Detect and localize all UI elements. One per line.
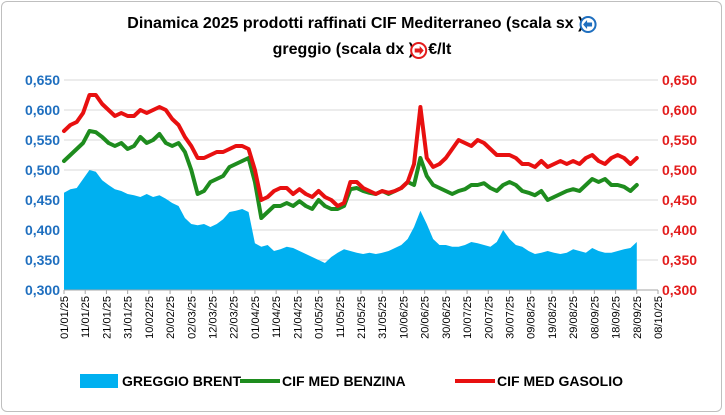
x-tick-label: 01/01/25	[59, 296, 71, 339]
x-tick-label: 12/03/25	[208, 296, 220, 339]
x-tick-label: 11/01/25	[80, 296, 92, 338]
legend-swatch	[80, 374, 118, 388]
series-area-greggio-brent	[64, 170, 637, 290]
brent-area-layer	[64, 170, 637, 290]
x-tick-label: 10/07/25	[462, 296, 474, 339]
x-tick-label: 20/07/25	[483, 296, 495, 339]
y-right-tick-label: 0,300	[662, 282, 697, 298]
x-tick-label: 08/10/25	[653, 296, 665, 339]
y-right-tick-label: 0,450	[662, 192, 697, 208]
x-tick-label: 31/05/25	[377, 296, 389, 339]
arrow-left-icon	[579, 16, 597, 33]
arrow-right-icon	[410, 42, 428, 59]
legend-label: CIF MED GASOLIO	[497, 373, 623, 389]
x-tick-label: 22/03/25	[229, 296, 241, 339]
legend: GREGGIO BRENT CIF MED BENZINA CIF MED GASO…	[80, 373, 623, 389]
y-left-tick-label: 0,450	[25, 192, 60, 208]
y-left-tick-label: 0,300	[25, 282, 60, 298]
series-line-cif-med-benzina	[62, 129, 639, 220]
y-right-tick-label: 0,500	[662, 162, 697, 178]
y-right-tick-label: 0,350	[662, 252, 697, 268]
y-right-tick-label: 0,600	[662, 102, 697, 118]
y-left-tick-label: 0,500	[25, 162, 60, 178]
x-tick-label: 02/03/25	[186, 296, 198, 339]
chart-title: Dinamica 2025 prodotti raffinati CIF Med…	[127, 15, 597, 59]
x-tick-label: 09/08/25	[526, 296, 538, 339]
y-left-tick-label: 0,350	[25, 252, 60, 268]
y-right-tick-label: 0,550	[662, 132, 697, 148]
x-tick-label: 29/08/25	[568, 296, 580, 339]
x-tick-label: 31/01/25	[123, 296, 135, 339]
x-tick-label: 19/08/25	[547, 296, 559, 339]
x-tick-label: 18/09/25	[611, 296, 623, 339]
y-left-tick-label: 0,650	[25, 72, 60, 88]
x-tick-label: 11/04/25	[271, 296, 283, 338]
x-tick-label: 30/06/25	[441, 296, 453, 339]
y-left-tick-label: 0,400	[25, 222, 60, 238]
x-tick-label: 10/06/25	[398, 296, 410, 339]
legend-label: GREGGIO BRENT	[122, 373, 241, 389]
chart-title-line1: Dinamica 2025 prodotti raffinati CIF Med…	[127, 15, 597, 32]
y-right-tick-label: 0,650	[662, 72, 697, 88]
x-tick-label: 21/05/25	[356, 296, 368, 339]
x-tick-label: 01/05/25	[314, 296, 326, 339]
x-tick-label: 21/04/25	[292, 296, 304, 339]
x-tick-label: 20/02/25	[165, 296, 177, 339]
icon-arrow	[414, 46, 424, 55]
y-left-tick-label: 0,600	[25, 102, 60, 118]
x-tick-label: 10/02/25	[144, 296, 156, 339]
x-tick-label: 21/01/25	[101, 296, 113, 339]
y-right-tick-label: 0,400	[662, 222, 697, 238]
x-tick-label: 01/04/25	[250, 296, 262, 339]
x-tick-label: 11/05/25	[335, 296, 347, 338]
y-left-tick-label: 0,550	[25, 132, 60, 148]
icon-arrow	[583, 20, 593, 29]
series-line-cif-med-gasolio	[62, 93, 639, 208]
axes: 0,300 0,300 0,350 0,350 0,400 0,400 0,450 0,450…	[25, 72, 697, 339]
x-tick-label: 08/09/25	[589, 296, 601, 339]
series-line-layer	[62, 93, 639, 220]
x-tick-label: 28/09/25	[632, 296, 644, 339]
x-tick-label: 30/07/25	[505, 296, 517, 339]
x-tick-label: 20/06/25	[420, 296, 432, 339]
legend-label: CIF MED BENZINA	[282, 373, 406, 389]
